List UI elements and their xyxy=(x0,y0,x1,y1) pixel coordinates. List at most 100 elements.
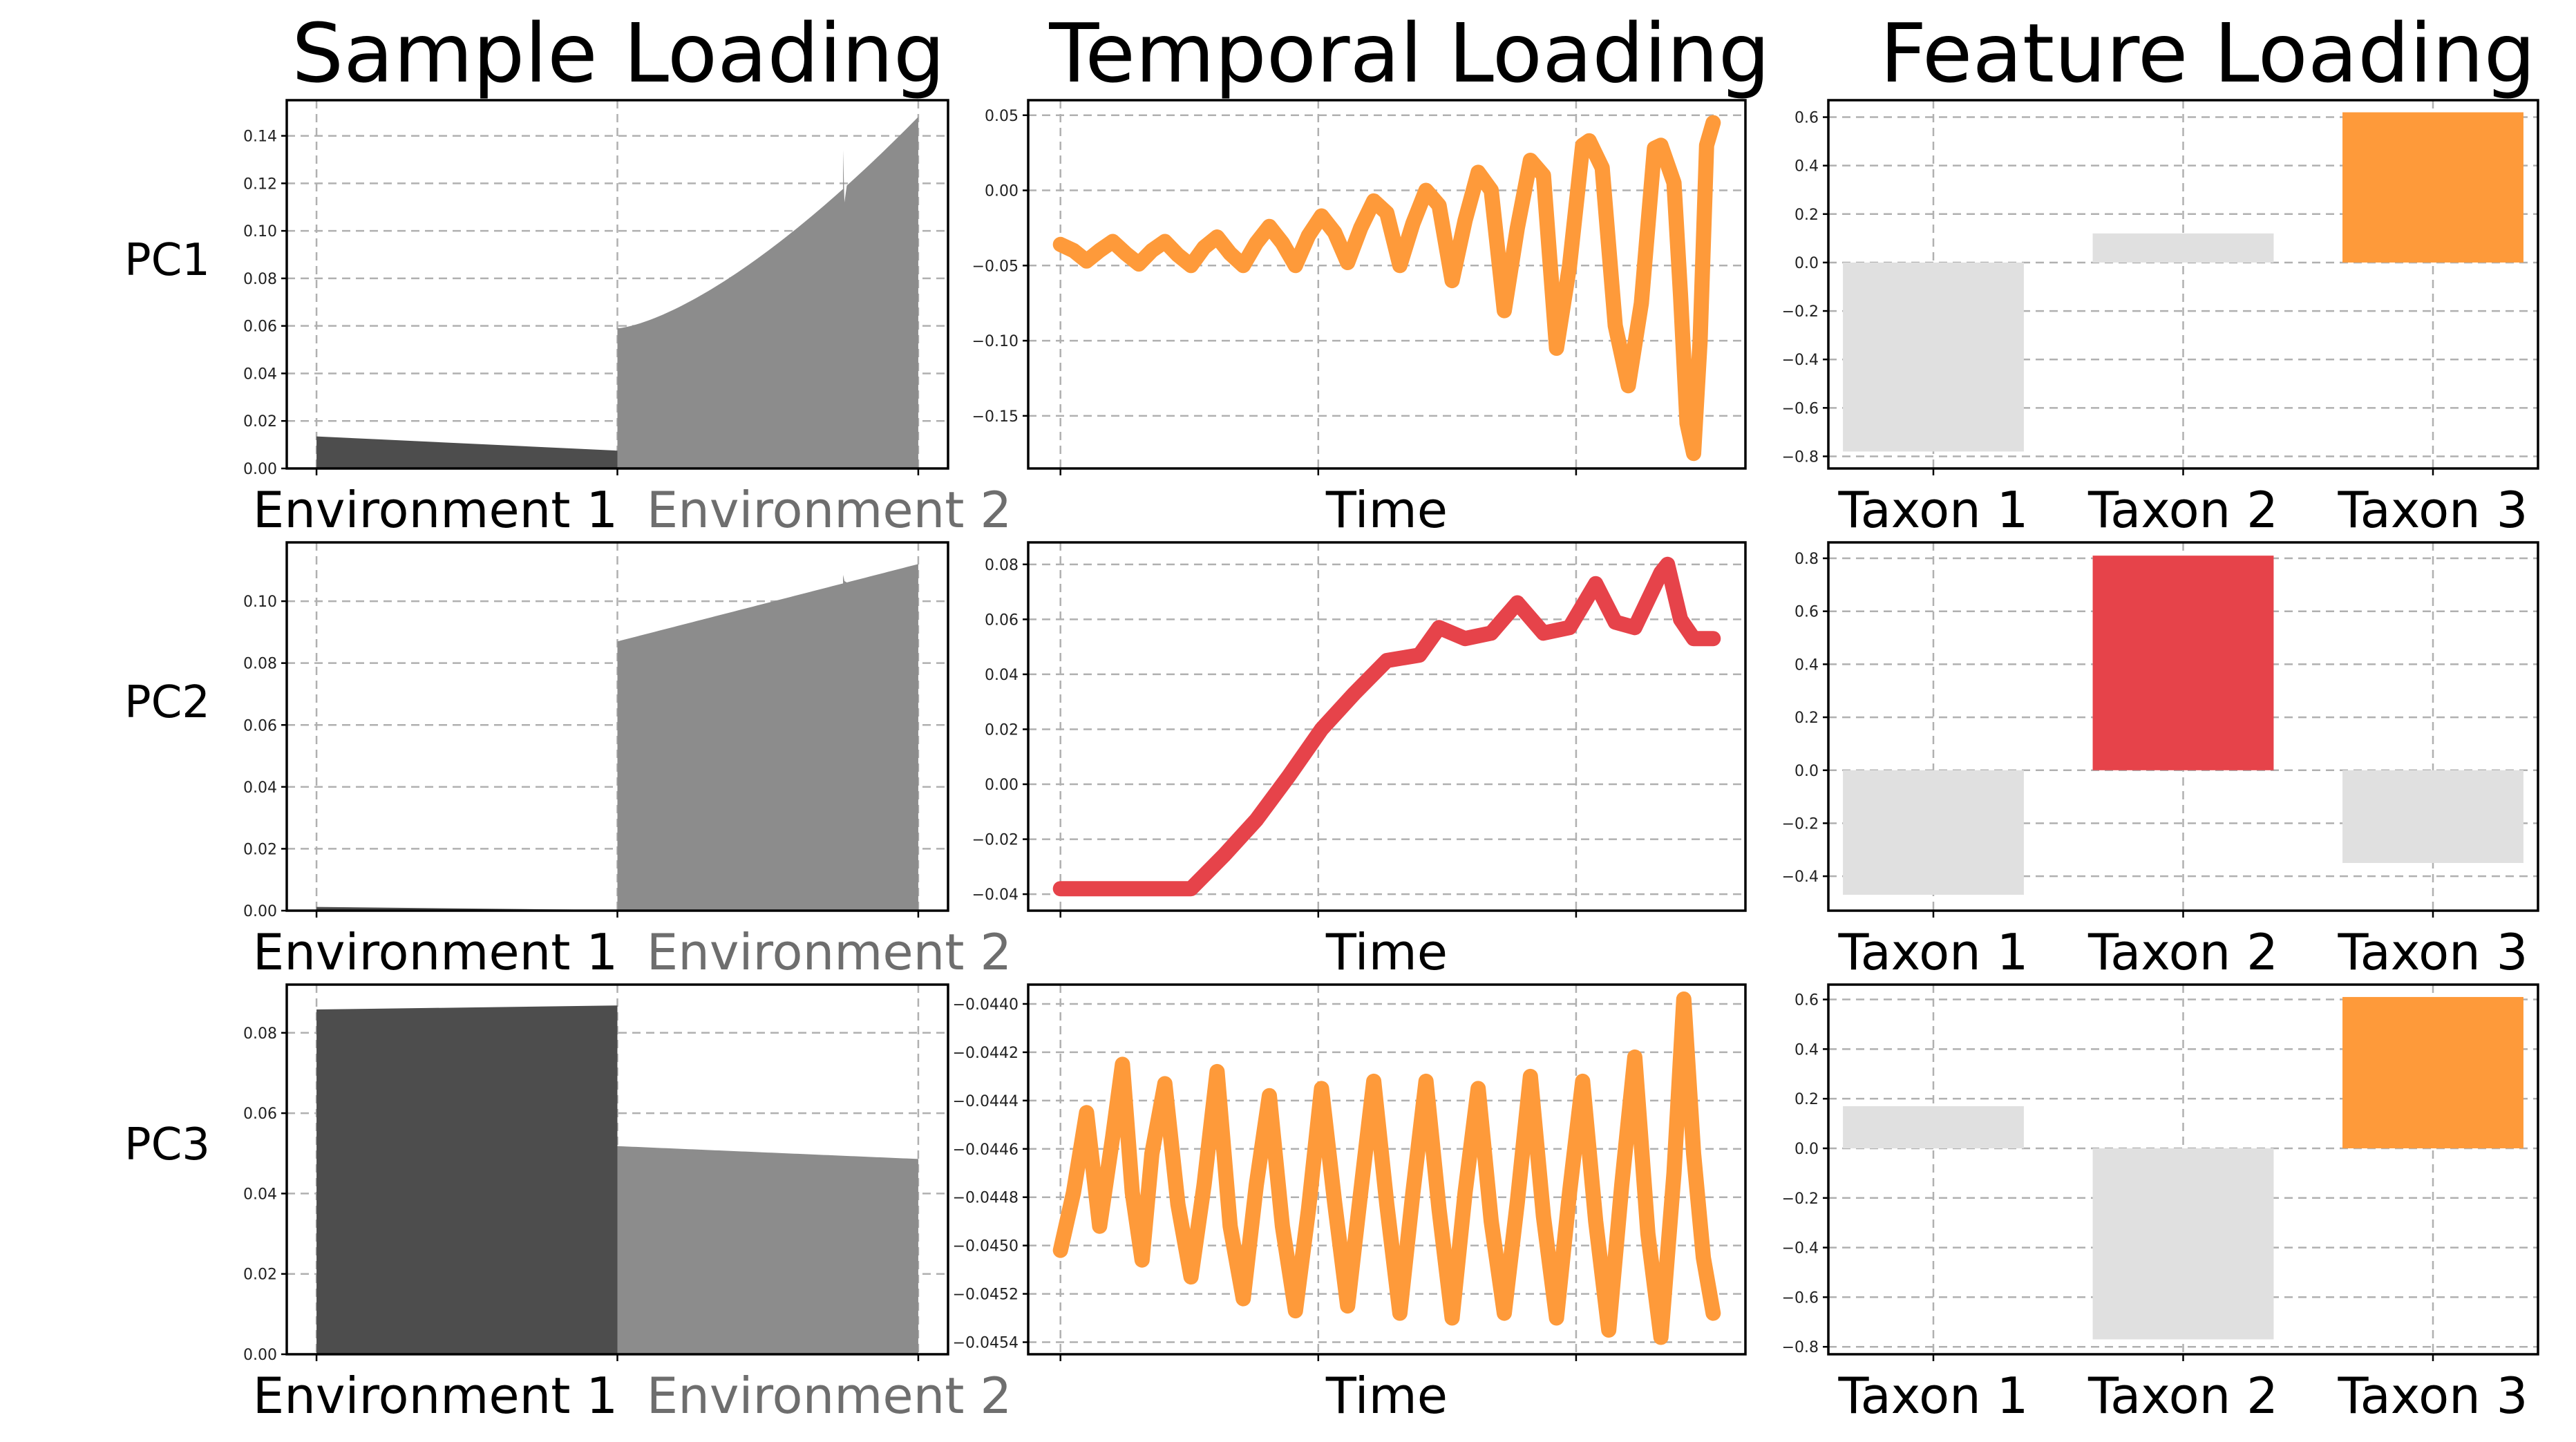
x-label-taxon-1: Taxon 1 xyxy=(1838,481,2029,539)
series-line xyxy=(1052,115,1721,462)
x-label-taxon-2: Taxon 2 xyxy=(2087,481,2278,539)
x-label-taxon-2: Taxon 2 xyxy=(2087,923,2278,981)
bars-environment-1 xyxy=(316,436,618,468)
y-tick-label: −0.2 xyxy=(1782,1190,1819,1208)
y-tick-label: −0.05 xyxy=(972,258,1019,275)
bars-environment-2 xyxy=(617,564,918,911)
bar-taxon-3 xyxy=(2342,996,2523,1148)
y-tick-label: 0.8 xyxy=(1794,551,1819,568)
x-label-taxon-2: Taxon 2 xyxy=(2087,1367,2278,1425)
y-tick-label: 0.10 xyxy=(243,594,277,611)
x-label-taxon-3: Taxon 3 xyxy=(2338,923,2528,981)
y-tick-label: 0.0 xyxy=(1794,763,1819,780)
y-tick-label: −0.0446 xyxy=(953,1141,1019,1159)
x-label-environment-1: Environment 1 xyxy=(253,923,618,981)
y-tick-label: 0.4 xyxy=(1794,1041,1819,1059)
y-tick-label: −0.0444 xyxy=(953,1093,1019,1110)
panel-pc3-feature: 0.6 0.4 0.2 0.0 −0.2 −0.4 −0.6 −0.8 Taxon 1 Taxon… xyxy=(1782,983,2539,1425)
panel-pc2-sample: 0.00 0.02 0.04 0.06 0.08 0.10 Environment 1 Env… xyxy=(243,541,1012,981)
y-tick-label: 0.08 xyxy=(243,271,277,288)
y-tick-label: 0.05 xyxy=(985,108,1019,125)
x-label-taxon-1: Taxon 1 xyxy=(1838,923,2029,981)
y-tick-label: 0.6 xyxy=(1794,604,1819,621)
y-tick-label: 0.00 xyxy=(243,1347,277,1364)
panel-pc1-feature: 0.6 0.4 0.2 0.0 −0.2 −0.4 −0.6 −0.8 Taxon 1 Taxon… xyxy=(1782,99,2539,539)
title-temporal-loading: Temporal Loading xyxy=(1048,6,1770,101)
y-tick-label: −0.4 xyxy=(1782,352,1819,369)
y-tick-label: −0.0448 xyxy=(953,1190,1019,1207)
y-tick-label: 0.00 xyxy=(985,183,1019,200)
y-tick-label: 0.08 xyxy=(243,656,277,673)
x-label-environment-1: Environment 1 xyxy=(253,1367,618,1425)
bar-taxon-1 xyxy=(1843,262,2024,452)
bars-environment-1 xyxy=(316,1005,618,1354)
y-tick-label: −0.02 xyxy=(972,832,1019,849)
axes-frame xyxy=(285,983,949,1356)
x-label-environment-2: Environment 2 xyxy=(647,481,1012,539)
y-tick-label: 0.06 xyxy=(243,1106,277,1123)
y-tick-label: −0.15 xyxy=(972,408,1019,426)
panels: 0.00 0.02 0.04 0.06 0.08 0.10 0.12 0.14 Environm… xyxy=(243,99,2539,1425)
bar-taxon-3 xyxy=(2342,770,2523,863)
y-tick-label: 0.2 xyxy=(1794,1091,1819,1108)
y-tick-label: −0.10 xyxy=(972,333,1019,350)
panel-pc3-temporal: −0.0440 −0.0442 −0.0444 −0.0446 −0.0448 −0.04… xyxy=(953,983,1747,1425)
bars-environment-2 xyxy=(617,117,918,468)
y-tick-label: 0.0 xyxy=(1794,255,1819,272)
y-tick-label: −0.0450 xyxy=(953,1238,1019,1255)
x-label-taxon-3: Taxon 3 xyxy=(2338,481,2528,539)
y-tick-label: 0.06 xyxy=(985,611,1019,629)
y-tick-label: −0.4 xyxy=(1782,1240,1819,1258)
axes-frame xyxy=(1027,99,1747,470)
bar-taxon-1 xyxy=(1843,770,2024,895)
axes-frame xyxy=(285,541,949,912)
y-tick-label: 0.08 xyxy=(985,557,1019,574)
y-tick-label: 0.14 xyxy=(243,129,277,146)
axes-frame xyxy=(1027,983,1747,1356)
x-axis-label: Time xyxy=(1325,481,1448,539)
panel-pc2-temporal: 0.08 0.06 0.04 0.02 0.00 −0.02 −0.04 Time xyxy=(972,541,1747,981)
y-tick-label: −0.0440 xyxy=(953,996,1019,1014)
y-tick-label: −0.8 xyxy=(1782,448,1819,466)
y-tick-label: 0.04 xyxy=(243,1186,277,1203)
axes-frame xyxy=(1027,541,1747,912)
y-tick-label: −0.0454 xyxy=(953,1335,1019,1352)
y-tick-label: 0.02 xyxy=(243,1267,277,1284)
y-tick-label: 0.02 xyxy=(243,413,277,430)
y-tick-label: 0.2 xyxy=(1794,710,1819,727)
x-label-taxon-1: Taxon 1 xyxy=(1838,1367,2029,1425)
y-tick-label: 0.6 xyxy=(1794,110,1819,127)
y-tick-label: 0.02 xyxy=(985,721,1019,739)
x-label-environment-1: Environment 1 xyxy=(253,481,618,539)
y-tick-label: 0.08 xyxy=(243,1025,277,1043)
y-tick-label: 0.2 xyxy=(1794,207,1819,224)
series-line xyxy=(1052,556,1721,897)
y-tick-label: 0.10 xyxy=(243,223,277,240)
y-tick-label: −0.2 xyxy=(1782,303,1819,321)
panel-pc3-sample: 0.00 0.02 0.04 0.06 0.08 Environment 1 Environ… xyxy=(243,983,1012,1425)
panel-pc1-sample: 0.00 0.02 0.04 0.06 0.08 0.10 0.12 0.14 Environm… xyxy=(243,99,1012,539)
y-tick-label: 0.06 xyxy=(243,717,277,734)
y-tick-label: 0.00 xyxy=(243,903,277,920)
bars-environment-2 xyxy=(617,1146,918,1354)
axes-frame xyxy=(1827,541,2539,912)
y-tick-label: 0.06 xyxy=(243,319,277,336)
y-tick-label: 0.02 xyxy=(243,841,277,858)
y-tick-label: −0.6 xyxy=(1782,1289,1819,1307)
x-axis-label: Time xyxy=(1325,923,1448,981)
bar-taxon-3 xyxy=(2342,112,2523,263)
x-axis-label: Time xyxy=(1325,1367,1448,1425)
axes-frame xyxy=(1827,983,2539,1356)
y-tick-label: 0.04 xyxy=(243,779,277,797)
title-feature-loading: Feature Loading xyxy=(1880,6,2536,101)
y-tick-label: −0.8 xyxy=(1782,1339,1819,1356)
y-tick-label: −0.2 xyxy=(1782,815,1819,833)
bar-taxon-2 xyxy=(2092,1148,2274,1340)
y-tick-label: 0.0 xyxy=(1794,1141,1819,1158)
row-label-pc3: PC3 xyxy=(124,1119,210,1170)
y-tick-label: 0.00 xyxy=(243,461,277,478)
y-tick-label: −0.04 xyxy=(972,886,1019,904)
row-label-pc2: PC2 xyxy=(124,677,210,728)
panel-pc2-feature: 0.8 0.6 0.4 0.2 0.0 −0.2 −0.4 Taxon 1 Taxon 2 Tax… xyxy=(1782,541,2539,981)
